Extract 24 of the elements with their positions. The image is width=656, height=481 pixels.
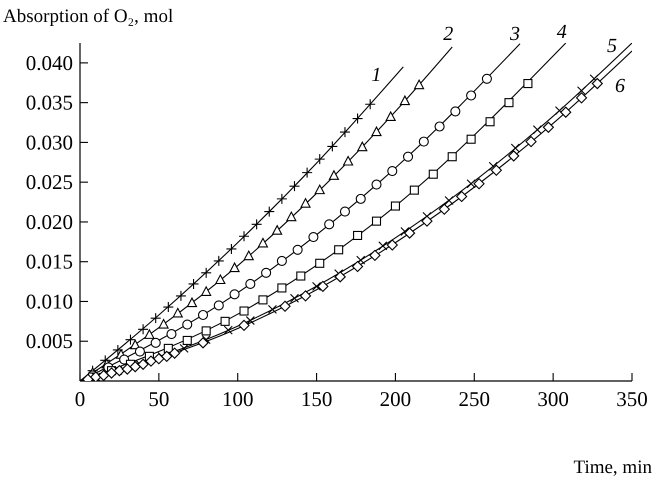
x-tick-label: 50	[148, 387, 170, 412]
series-label: 1	[371, 64, 382, 86]
x-tick-label: 250	[458, 387, 490, 412]
x-tick-label: 150	[300, 387, 332, 412]
x-tick-label: 300	[537, 387, 569, 412]
series-label: 5	[607, 35, 617, 57]
y-tick-label: 0.040	[26, 50, 73, 75]
y-tick-label: 0.010	[26, 289, 73, 314]
y-tick-label: 0.020	[26, 210, 73, 234]
y-tick-label: 0.035	[26, 90, 73, 115]
x-axis-title: Time, min	[574, 457, 652, 478]
y-tick-label: 0.030	[26, 130, 73, 154]
series-label: 3	[509, 22, 520, 45]
series-label: 4	[556, 21, 567, 43]
x-tick-label: 0	[74, 387, 86, 412]
y-axis-title: Absorption of O₂, mol	[3, 6, 174, 27]
x-tick-label: 100	[222, 387, 254, 412]
series-label: 6	[615, 74, 625, 97]
y-tick-label: 0.015	[26, 250, 73, 274]
series-label: 2	[443, 22, 454, 45]
y-tick-label: 0.025	[26, 170, 73, 194]
x-tick-label: 200	[380, 387, 412, 412]
x-tick-label: 350	[616, 387, 648, 412]
y-tick-label: 0.005	[26, 329, 73, 354]
